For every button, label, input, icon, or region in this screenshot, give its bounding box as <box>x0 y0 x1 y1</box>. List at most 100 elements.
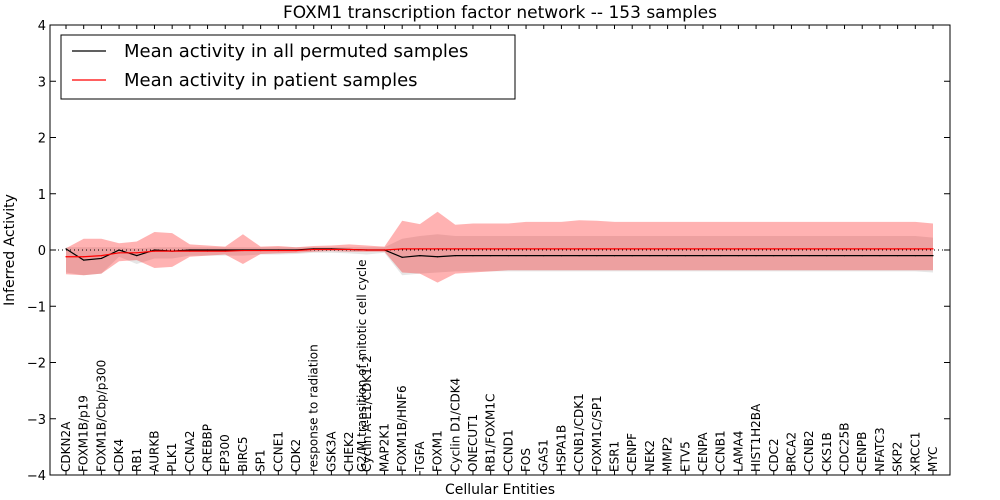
line-permuted <box>65 248 933 261</box>
line-patient-point-34 <box>666 248 669 250</box>
x-category-label-1: FOXM1B/p19 <box>77 395 91 472</box>
line-permuted-point-33 <box>649 255 651 257</box>
y-tick-label-2: −2 <box>27 357 46 372</box>
x-category-label-9: EP300 <box>218 434 232 472</box>
line-permuted-point-0 <box>65 248 67 250</box>
x-category-label-14: response to radiation <box>307 344 321 472</box>
line-patient-point-38 <box>737 248 739 250</box>
x-category-label-5: AURKB <box>147 431 161 472</box>
x-category-label-7: CCNA2 <box>183 430 197 472</box>
x-category-label-20: TGFA <box>413 441 427 473</box>
line-patient-point-6 <box>171 250 173 252</box>
line-permuted-point-32 <box>631 255 633 257</box>
y-tick-label-7: 3 <box>38 75 46 90</box>
line-patient-point-30 <box>596 248 598 250</box>
line-permuted-point-26 <box>525 255 527 257</box>
x-category-label-6: PLK1 <box>165 443 179 472</box>
line-patient-point-39 <box>755 248 757 250</box>
line-patient-point-17 <box>366 249 368 251</box>
x-category-label-35: ETV5 <box>678 441 692 472</box>
line-patient-point-5 <box>153 250 156 252</box>
line-patient-point-1 <box>83 256 85 258</box>
line-permuted-point-41 <box>790 255 793 257</box>
line-permuted-point-48 <box>914 255 916 257</box>
line-patient-point-47 <box>897 248 899 250</box>
x-category-label-34: MMP2 <box>661 436 675 472</box>
band-permuted <box>66 234 933 276</box>
line-patient-point-18 <box>383 249 386 251</box>
x-annotation-label: G2/M transition of mitotic cell cycle <box>355 259 369 472</box>
line-permuted-point-40 <box>773 255 775 257</box>
line-permuted-point-37 <box>720 255 722 257</box>
x-category-label-11: SP1 <box>254 450 268 473</box>
x-category-label-17: Cyclin A-E1/CDK1-2 <box>360 355 374 472</box>
line-patient-point-21 <box>436 248 439 250</box>
line-permuted-point-34 <box>666 255 669 257</box>
x-category-label-18: MAP2K1 <box>377 423 391 472</box>
x-category-label-48: XRCC1 <box>908 432 922 472</box>
line-permuted-point-2 <box>100 257 102 260</box>
x-category-label-2: FOXM1B/Cbp/p300 <box>94 360 108 472</box>
line-permuted-point-36 <box>702 255 704 257</box>
line-permuted-point-29 <box>578 255 580 257</box>
line-patient-point-32 <box>631 248 633 250</box>
line-patient-point-42 <box>808 248 810 250</box>
x-category-label-29: CCNB1/CDK1 <box>572 393 586 472</box>
chart-title: FOXM1 transcription factor network -- 15… <box>283 3 717 23</box>
x-category-label-15: GSK3A <box>324 431 338 472</box>
y-tick-label-6: 2 <box>38 132 46 147</box>
line-patient-point-44 <box>843 248 846 250</box>
x-category-label-27: GAS1 <box>537 439 551 472</box>
line-permuted-point-47 <box>897 255 899 257</box>
x-category-label-37: CCNB1 <box>714 430 728 472</box>
line-patient-point-10 <box>242 249 244 252</box>
y-tick-label-4: 0 <box>38 244 46 259</box>
line-patient <box>66 248 933 258</box>
line-patient-point-46 <box>879 248 881 250</box>
x-category-label-41: BRCA2 <box>784 432 798 472</box>
y-tick-label-1: −3 <box>27 413 46 428</box>
line-patient-point-8 <box>206 250 209 252</box>
x-category-label-49: MYC <box>926 447 940 472</box>
x-tick-labels: CDKN2A FOXM1B/p19 FOXM1B/Cbp/p300 CDK4 RB1 AU… <box>59 259 940 473</box>
line-patient-point-27 <box>543 248 545 250</box>
line-permuted-point-21 <box>436 256 439 258</box>
line-patient-point-25 <box>507 248 509 250</box>
x-category-label-33: NEK2 <box>643 440 657 472</box>
line-patient-point-15 <box>330 248 333 251</box>
line-permuted-point-42 <box>808 255 810 257</box>
x-category-label-39: HIST1H2BA <box>749 403 763 472</box>
x-category-label-40: CDC2 <box>767 438 781 472</box>
y-tick-label-8: 4 <box>38 19 46 34</box>
line-permuted-point-25 <box>507 255 509 257</box>
line-permuted-point-27 <box>543 255 545 257</box>
line-permuted-point-9 <box>224 249 226 251</box>
line-patient-point-12 <box>277 249 279 252</box>
line-patient-point-9 <box>224 250 226 252</box>
line-patient-point-45 <box>861 248 863 250</box>
legend-box <box>60 34 516 100</box>
line-patient-point-14 <box>313 248 315 251</box>
line-patient-point-41 <box>790 248 793 250</box>
line-permuted-point-35 <box>684 255 686 257</box>
line-patient-point-13 <box>295 249 297 252</box>
x-category-label-30: FOXM1C/SP1 <box>590 395 604 472</box>
line-patient-point-26 <box>525 248 527 250</box>
line-permuted-point-30 <box>596 255 598 257</box>
x-category-label-21: FOXM1 <box>431 430 445 472</box>
line-permuted-point-23 <box>472 255 474 257</box>
line-permuted-point-19 <box>401 256 403 258</box>
line-permuted-point-49 <box>932 255 934 257</box>
line-patient-point-3 <box>118 252 120 254</box>
line-patient-point-16 <box>348 248 350 251</box>
x-category-label-3: CDK4 <box>112 439 126 472</box>
line-patient-point-23 <box>472 248 474 250</box>
line-permuted-point-20 <box>419 255 421 257</box>
line-patient-point-29 <box>578 248 580 250</box>
line-patient-point-22 <box>454 248 456 250</box>
x-category-label-25: CCND1 <box>501 429 515 472</box>
line-permuted-point-3 <box>118 249 120 251</box>
x-category-label-13: CDK2 <box>289 439 303 472</box>
axes: −4 −3 −2 −1 0 1 2 3 4 <box>27 19 951 484</box>
